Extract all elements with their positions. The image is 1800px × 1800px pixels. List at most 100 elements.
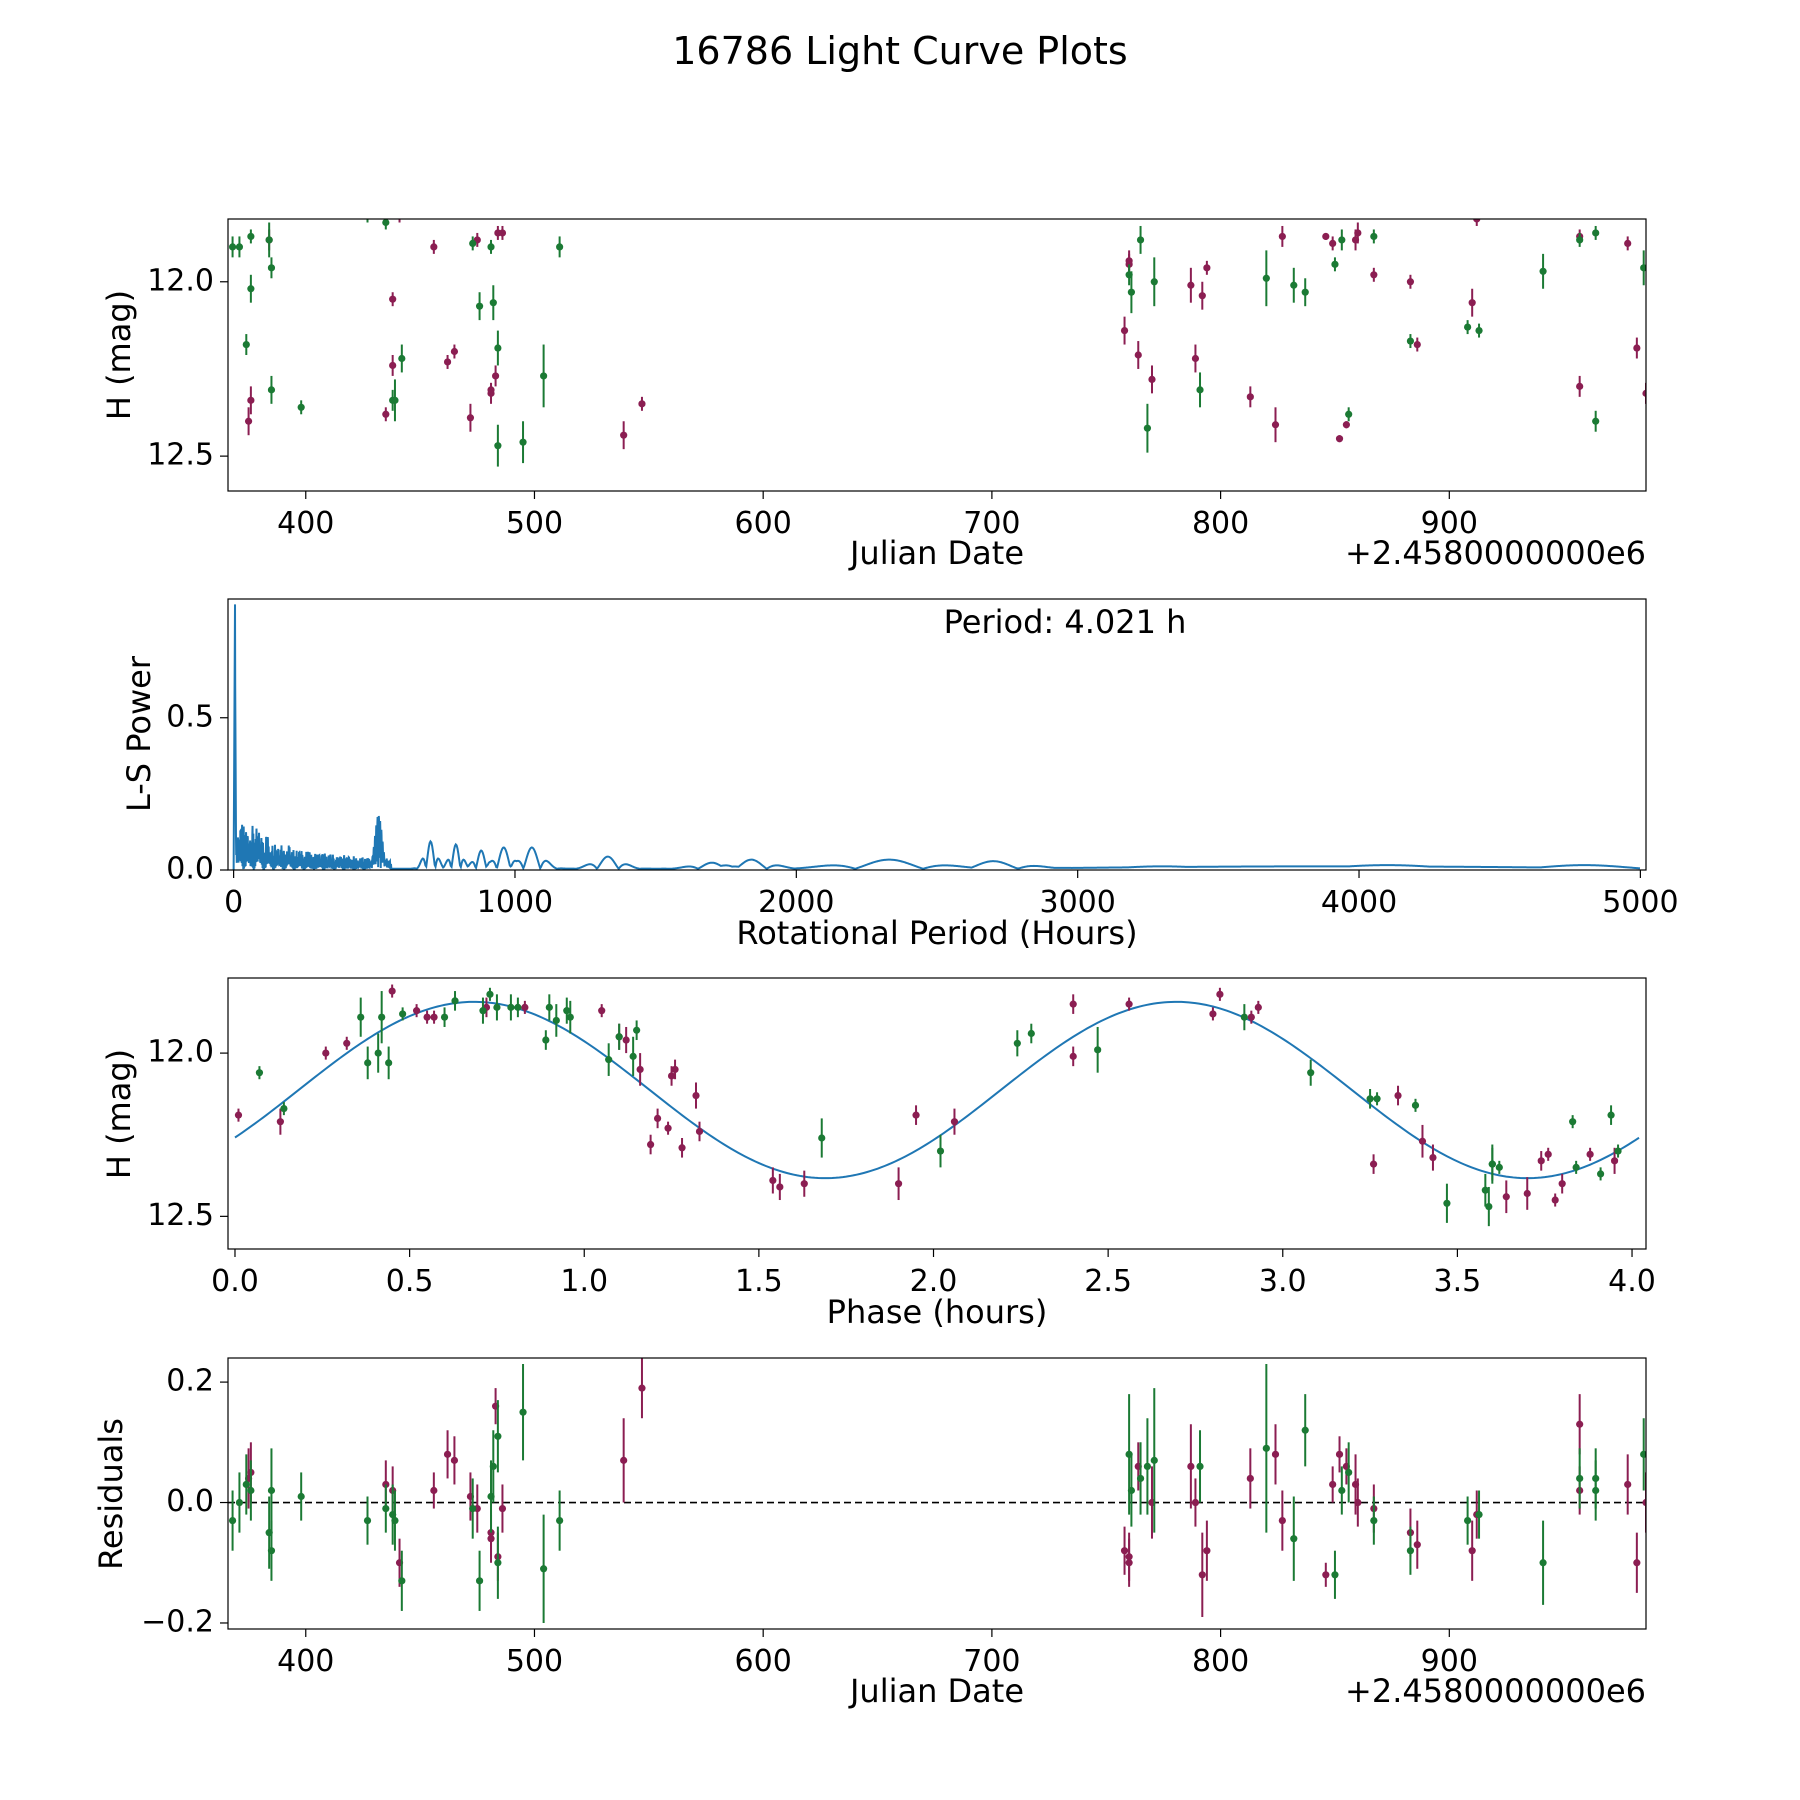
green-data-point: [1307, 1069, 1315, 1077]
red-data-point: [1191, 354, 1200, 363]
green-data-point: [1640, 1450, 1646, 1458]
green-data-point: [297, 1492, 305, 1501]
red-data-point: [1523, 1189, 1531, 1198]
phase-x-label: Phase (hours): [827, 1293, 1048, 1331]
green-data-point: [235, 1498, 244, 1507]
green-data-point: [247, 285, 255, 293]
residuals-frame: [227, 1357, 1647, 1630]
red-data-point: [769, 1176, 777, 1185]
green-data-point: [493, 1003, 501, 1011]
green-data-point: [556, 243, 564, 251]
green-data-point: [1640, 264, 1646, 272]
green-data-point: [267, 1486, 276, 1495]
green-data-point: [1366, 1095, 1374, 1103]
green-data-point: [540, 372, 548, 380]
red-data-point: [389, 361, 397, 370]
red-data-point: [678, 1144, 686, 1152]
green-data-point: [507, 1003, 515, 1011]
red-data-point: [1125, 257, 1133, 265]
green-data-point: [1143, 424, 1152, 432]
green-data-point: [1539, 1559, 1547, 1567]
red-data-point: [1271, 1450, 1280, 1458]
green-data-point: [255, 1069, 264, 1077]
phase-y-label: H (mag): [100, 1049, 138, 1179]
red-data-point: [1329, 1480, 1337, 1489]
green-data-point: [228, 1517, 237, 1525]
green-data-point: [1406, 337, 1415, 345]
green-data-point: [494, 1432, 502, 1440]
green-data-point: [1485, 1202, 1493, 1211]
green-data-point: [1596, 1170, 1605, 1178]
red-data-point: [430, 243, 438, 251]
residuals-y-ticks: 0.2 0.0 −0.2: [141, 1364, 228, 1639]
green-data-point: [542, 1036, 550, 1044]
green-data-point: [391, 1517, 399, 1525]
red-data-point: [1586, 1150, 1594, 1158]
red-data-point: [1413, 340, 1421, 349]
red-data-point: [647, 1140, 655, 1149]
red-data-point: [276, 1118, 284, 1126]
green-data-point: [391, 396, 399, 404]
green-data-point: [1373, 1095, 1381, 1103]
periodogram-x-ticks: 0 1000 2000 3000 4000 5000: [224, 870, 1679, 920]
x-tick-label: 0: [224, 885, 243, 920]
residuals-x-ticks: 400 500 600 700 800 900: [277, 1629, 1478, 1679]
green-data-point: [235, 243, 244, 251]
green-data-point: [1094, 1046, 1102, 1054]
green-data-point: [265, 236, 273, 244]
red-data-point: [1335, 435, 1344, 443]
green-data-point: [475, 1577, 484, 1585]
red-data-point: [1278, 232, 1286, 241]
green-data-point: [1345, 410, 1353, 418]
red-data-point: [491, 372, 500, 380]
red-data-point: [1369, 1160, 1378, 1168]
x-tick-label: 900: [1421, 1644, 1478, 1679]
red-data-point: [1633, 1559, 1641, 1567]
green-data-point: [489, 1462, 497, 1470]
green-data-point: [1150, 1456, 1158, 1464]
green-data-point: [1196, 1462, 1204, 1470]
green-data-point: [1464, 323, 1472, 331]
green-data-point: [1196, 386, 1204, 394]
green-data-point: [1614, 1147, 1622, 1155]
red-data-point: [1191, 1498, 1200, 1507]
green-data-point: [1443, 1199, 1451, 1207]
x-tick-label: 5000: [1602, 885, 1678, 920]
phase-y-ticks: 12.5 12.0: [147, 1035, 228, 1233]
green-data-point: [494, 1559, 502, 1567]
green-data-point: [1127, 288, 1136, 296]
green-data-point: [242, 340, 250, 349]
red-data-point: [1551, 1196, 1559, 1204]
green-data-point: [385, 1059, 393, 1067]
red-data-point: [1069, 1000, 1077, 1008]
red-data-point: [1335, 1450, 1344, 1458]
green-data-point: [357, 1013, 365, 1021]
red-data-point: [598, 1007, 606, 1015]
x-tick-label: 500: [506, 506, 563, 541]
red-data-point: [1203, 1547, 1211, 1555]
red-data-point: [671, 1065, 679, 1074]
red-data-point: [1544, 1150, 1552, 1158]
green-data-point: [487, 243, 495, 251]
red-data-point: [1246, 393, 1254, 401]
red-data-point: [1468, 1547, 1476, 1555]
y-tick-label: 12.0: [147, 263, 214, 298]
y-tick-label: 12.0: [147, 1035, 214, 1070]
red-data-point: [343, 1039, 351, 1047]
green-data-point: [629, 1052, 637, 1060]
green-data-point: [605, 1056, 613, 1064]
green-data-point: [469, 1504, 477, 1513]
periodogram-y-label: L-S Power: [120, 655, 158, 812]
y-tick-label: −0.2: [141, 1604, 214, 1639]
x-tick-label: 2000: [758, 885, 834, 920]
green-data-point: [615, 1033, 623, 1041]
y-tick-label: 0.0: [166, 1484, 214, 1519]
green-data-point: [1262, 1444, 1270, 1452]
green-data-point: [936, 1147, 945, 1155]
residuals-y-label: Residuals: [92, 1418, 130, 1570]
light-curve-y-ticks: 12.5 12.0: [147, 263, 228, 473]
light-curve-x-ticks: 400 500 600 700 800 900: [277, 491, 1478, 541]
red-data-point: [443, 1450, 452, 1458]
